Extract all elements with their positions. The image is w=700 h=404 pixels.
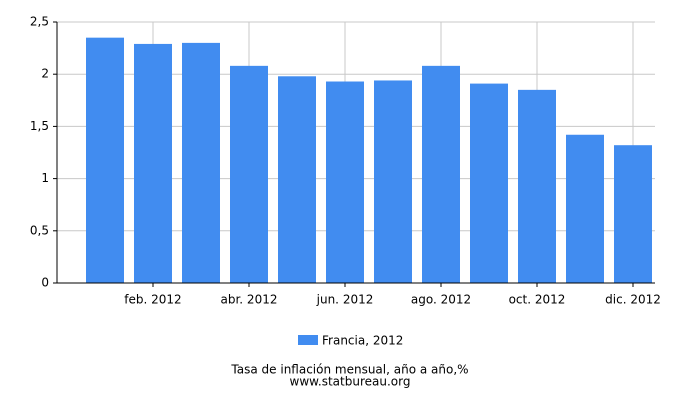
- x-tick-label: dic. 2012: [605, 293, 661, 307]
- bar: [278, 76, 316, 284]
- y-tick-label: 1: [41, 171, 49, 185]
- x-tick-label: oct. 2012: [509, 293, 566, 307]
- legend-label: Francia, 2012: [322, 334, 403, 348]
- bar: [374, 80, 412, 284]
- x-tick-label: jun. 2012: [316, 293, 374, 307]
- y-tick-label: 0: [41, 276, 49, 290]
- bar: [86, 37, 124, 283]
- bar: [566, 134, 604, 283]
- bar: [422, 65, 460, 284]
- x-tick-label: feb. 2012: [124, 293, 181, 307]
- bar: [614, 145, 652, 283]
- bar: [470, 83, 508, 283]
- y-tick-label: 2,5: [30, 15, 49, 29]
- bar: [518, 89, 556, 283]
- y-tick-label: 0,5: [30, 223, 49, 237]
- x-tick-label: ago. 2012: [411, 293, 471, 307]
- bar: [326, 81, 364, 284]
- y-tick-label: 1,5: [30, 119, 49, 133]
- x-tick-label: abr. 2012: [221, 293, 278, 307]
- bar: [134, 43, 172, 284]
- chart-title: Tasa de inflación mensual, año a año,%: [230, 363, 468, 377]
- y-tick-label: 2: [41, 67, 49, 81]
- chart-source: www.statbureau.org: [290, 375, 411, 389]
- bar: [230, 65, 268, 284]
- bar: [182, 42, 220, 283]
- legend-swatch: [298, 335, 318, 345]
